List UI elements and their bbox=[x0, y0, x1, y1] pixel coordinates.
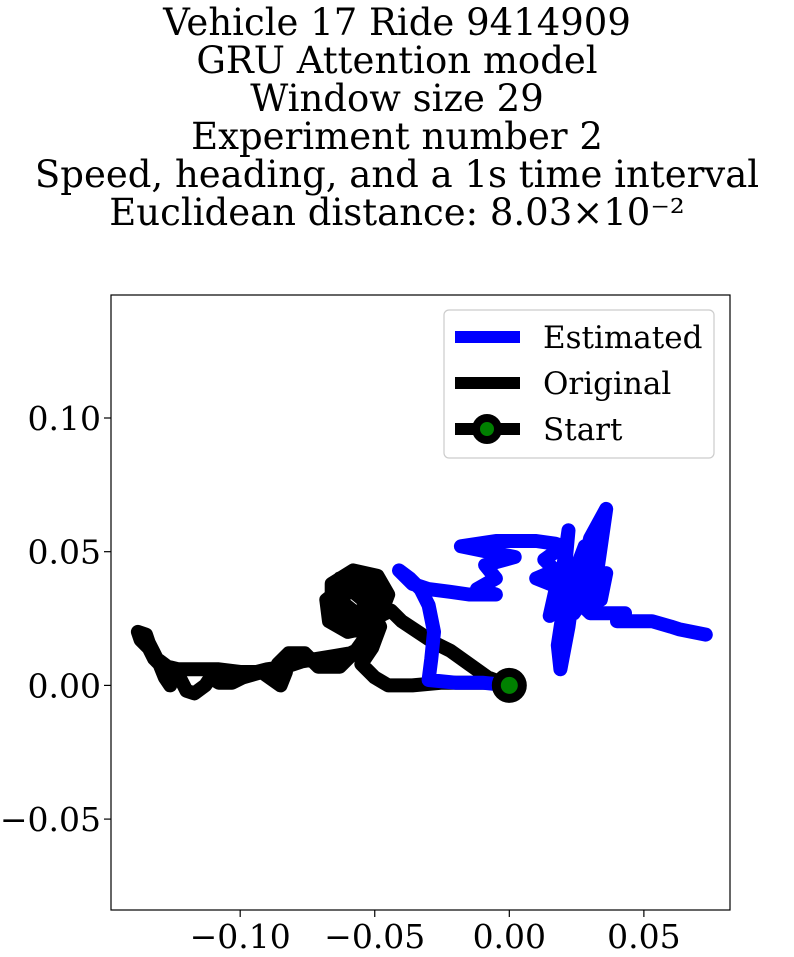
title-line-experiment: Experiment number 2 bbox=[191, 115, 603, 158]
series-layer bbox=[130, 501, 713, 701]
legend-start-marker bbox=[472, 414, 502, 444]
x-tick-label: −0.10 bbox=[190, 917, 291, 956]
y-tick-label: 0.00 bbox=[28, 666, 101, 705]
title-line-vehicle: Vehicle 17 Ride 9414909 bbox=[163, 1, 631, 44]
chart-title: Vehicle 17 Ride 9414909 GRU Attention mo… bbox=[0, 4, 794, 232]
y-tick-label: 0.05 bbox=[28, 533, 101, 572]
legend-box bbox=[443, 309, 715, 459]
series-line-estimated bbox=[392, 501, 713, 693]
legend: Estimated Original Start bbox=[443, 309, 715, 459]
legend-label-original: Original bbox=[543, 366, 671, 402]
title-line-distance: Euclidean distance: 8.03×10⁻² bbox=[109, 191, 685, 234]
y-tick-label: −0.05 bbox=[0, 800, 101, 839]
ticks-layer: −0.10 −0.05 0.00 0.05 −0.05 0.00 0.05 0.10 bbox=[0, 399, 681, 956]
x-tick-label: 0.00 bbox=[473, 917, 546, 956]
plot-frame bbox=[110, 294, 731, 911]
title-line-window: Window size 29 bbox=[250, 77, 544, 120]
title-line-model: GRU Attention model bbox=[196, 39, 598, 82]
series-line-original bbox=[130, 563, 517, 701]
start-marker bbox=[491, 667, 527, 703]
title-line-features: Speed, heading, and a 1s time interval bbox=[34, 153, 760, 196]
marker-layer bbox=[491, 667, 527, 703]
x-tick-label: −0.05 bbox=[324, 917, 425, 956]
y-tick-label: 0.10 bbox=[28, 399, 101, 438]
legend-label-start: Start bbox=[543, 412, 623, 448]
legend-label-estimated: Estimated bbox=[543, 320, 702, 356]
x-tick-label: 0.05 bbox=[607, 917, 680, 956]
